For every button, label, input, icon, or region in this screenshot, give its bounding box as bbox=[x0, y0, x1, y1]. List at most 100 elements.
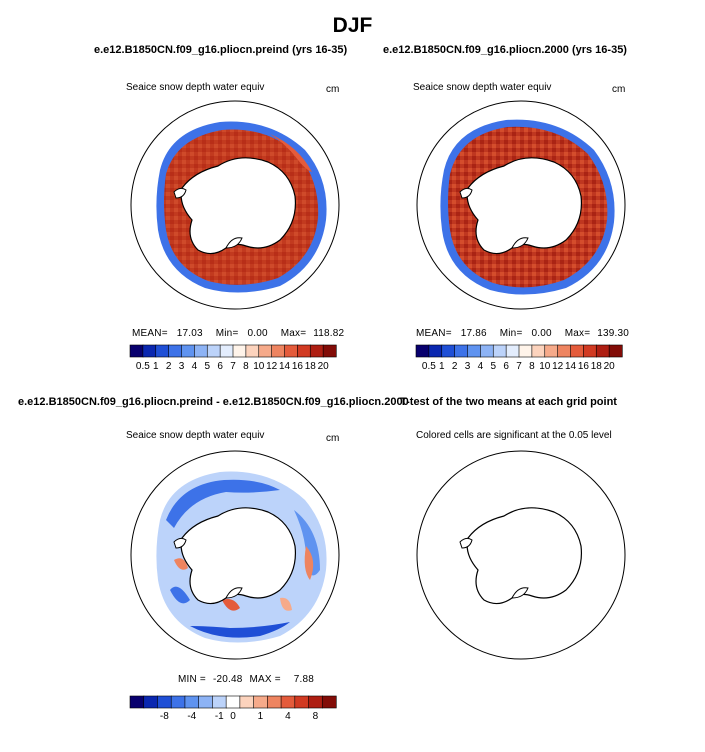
colorbar-tick-label: 0 bbox=[230, 711, 236, 722]
map-boundary-circle bbox=[416, 100, 626, 310]
colorbar-tick-label: 20 bbox=[603, 361, 615, 372]
colorbar-swatch bbox=[308, 695, 323, 709]
max-value: 118.82 bbox=[313, 328, 345, 339]
colorbar-tick-label: 2 bbox=[165, 361, 172, 372]
colorbar-swatch bbox=[253, 695, 268, 709]
colorbar-tick-label: 4 bbox=[191, 361, 198, 372]
panel-2-variable-label: Seaice snow depth water equiv bbox=[413, 82, 552, 93]
colorbar-swatch bbox=[595, 344, 610, 358]
min-label: Min= bbox=[499, 328, 523, 339]
colorbar-swatch bbox=[608, 344, 623, 358]
colorbar-tick-label: 12 bbox=[266, 361, 278, 372]
min-value: -20.48 bbox=[212, 674, 243, 685]
colorbar-swatch bbox=[194, 344, 208, 358]
colorbar-swatch bbox=[142, 344, 157, 358]
colorbar-swatch bbox=[294, 695, 310, 709]
colorbar-swatch bbox=[170, 695, 186, 709]
colorbar-swatch bbox=[157, 695, 172, 709]
panel-1-colorbar bbox=[129, 344, 337, 358]
colorbar-swatch bbox=[198, 695, 213, 709]
colorbar-tick-label: 14 bbox=[564, 361, 577, 372]
map-boundary-circle bbox=[130, 100, 340, 310]
colorbar-tick-label: 10 bbox=[539, 361, 551, 372]
colorbar-swatch bbox=[181, 344, 195, 358]
colorbar-swatch bbox=[570, 344, 584, 358]
max-value: 139.30 bbox=[597, 328, 630, 339]
panel-1-colorbar-ticks: 0.5 1 2 3 4 5 6 7 8 10 12 14 16 18 20 bbox=[130, 361, 336, 373]
map-panel-1 bbox=[130, 100, 340, 310]
colorbar-swatch bbox=[184, 695, 200, 709]
colorbar-swatch bbox=[322, 344, 337, 358]
colorbar-tick-label: 14 bbox=[278, 361, 291, 372]
colorbar-swatch bbox=[583, 344, 597, 358]
colorbar-tick-label: 6 bbox=[217, 361, 223, 372]
panel-3-units: cm bbox=[326, 433, 340, 444]
colorbar-swatch bbox=[518, 344, 533, 358]
mean-label: MEAN= bbox=[132, 328, 168, 339]
mean-label: MEAN= bbox=[416, 328, 452, 339]
antarctica bbox=[459, 157, 583, 255]
colorbar-swatch bbox=[321, 695, 337, 709]
panel-4-significance-note: Colored cells are significant at the 0.0… bbox=[416, 430, 612, 441]
colorbar-swatch bbox=[258, 344, 273, 358]
panel-3-variable-label: Seaice snow depth water equiv bbox=[126, 430, 265, 441]
colorbar-tick-label: 18 bbox=[304, 361, 316, 372]
colorbar-swatch bbox=[415, 344, 430, 358]
colorbar-tick-label: 1 bbox=[438, 361, 445, 372]
map-panel-3 bbox=[130, 450, 340, 660]
panel-3-stats: MIN = -20.48 MAX = 7.88 bbox=[178, 674, 314, 685]
panel-1-stats: MEAN= 17.03 Min= 0.00 Max= 118.82 bbox=[132, 328, 344, 339]
panel-2-colorbar bbox=[415, 344, 623, 358]
map-boundary-circle bbox=[416, 450, 626, 660]
colorbar-swatch bbox=[531, 344, 546, 358]
colorbar-swatch bbox=[239, 695, 255, 709]
max-value: 7.88 bbox=[293, 674, 315, 685]
colorbar-swatch bbox=[284, 344, 298, 358]
mean-value: 17.86 bbox=[460, 328, 487, 339]
colorbar-tick-label: 8 bbox=[529, 361, 535, 372]
colorbar-swatch bbox=[467, 344, 481, 358]
antarctica bbox=[173, 157, 297, 255]
colorbar-swatch bbox=[544, 344, 559, 358]
colorbar-tick-label: 6 bbox=[503, 361, 509, 372]
colorbar-swatch bbox=[454, 344, 469, 358]
colorbar-swatch bbox=[212, 695, 227, 709]
colorbar-tick-label: 10 bbox=[253, 361, 265, 372]
colorbar-tick-label: 1 bbox=[257, 711, 264, 722]
panel-2-units: cm bbox=[612, 84, 626, 95]
colorbar-swatch bbox=[492, 344, 507, 358]
colorbar-tick-label: 7 bbox=[516, 361, 522, 372]
colorbar-tick-label: 0.5 bbox=[135, 361, 150, 372]
colorbar-tick-label: 18 bbox=[590, 361, 602, 372]
panel-1-title: e.e12.B1850CN.f09_g16.pliocn.preind (yrs… bbox=[94, 44, 348, 56]
colorbar-tick-label: 16 bbox=[291, 361, 303, 372]
colorbar-tick-label: 4 bbox=[477, 361, 484, 372]
panel-2-title: e.e12.B1850CN.f09_g16.pliocn.2000 (yrs 1… bbox=[383, 44, 627, 56]
colorbar-swatch bbox=[219, 344, 234, 358]
panel-1-variable-label: Seaice snow depth water equiv bbox=[126, 82, 265, 93]
colorbar-swatch bbox=[129, 695, 145, 709]
panel-2-colorbar-ticks: 0.5 1 2 3 4 5 6 7 8 10 12 14 16 18 20 bbox=[416, 361, 622, 373]
colorbar-swatch bbox=[557, 344, 572, 358]
colorbar-tick-label: 2 bbox=[451, 361, 458, 372]
max-label: Max= bbox=[280, 328, 307, 339]
min-value: 0.00 bbox=[247, 328, 268, 339]
colorbar-swatch bbox=[206, 344, 221, 358]
min-label: Min= bbox=[215, 328, 239, 339]
min-label: MIN = bbox=[178, 674, 206, 685]
colorbar-swatch bbox=[225, 695, 241, 709]
mean-value: 17.03 bbox=[176, 328, 203, 339]
panel-4-title: T-test of the two means at each grid poi… bbox=[400, 396, 617, 408]
colorbar-swatch bbox=[232, 344, 247, 358]
panel-3-title: e.e12.B1850CN.f09_g16.pliocn.preind - e.… bbox=[18, 396, 409, 408]
colorbar-tick-label: 16 bbox=[577, 361, 589, 372]
colorbar-tick-label: 3 bbox=[178, 361, 185, 372]
colorbar-tick-label: 4 bbox=[285, 711, 291, 722]
min-value: 0.00 bbox=[531, 328, 552, 339]
colorbar-tick-label: -8 bbox=[159, 711, 169, 722]
colorbar-swatch bbox=[309, 344, 324, 358]
map-panel-4 bbox=[416, 450, 626, 660]
antarctica bbox=[459, 507, 583, 605]
page-title: DJF bbox=[332, 14, 373, 37]
colorbar-swatch bbox=[245, 344, 260, 358]
